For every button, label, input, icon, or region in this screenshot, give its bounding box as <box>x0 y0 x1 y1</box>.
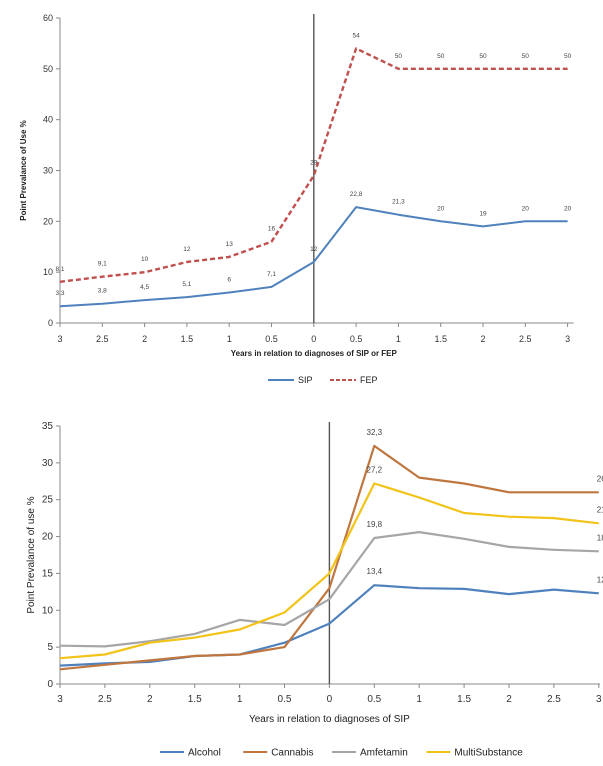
data-label-fep: 10 <box>141 256 149 263</box>
data-label-multisubstance: 27,2 <box>367 465 383 474</box>
y-tick-label: 25 <box>42 495 54 506</box>
y-tick-label: 10 <box>43 267 53 277</box>
y-tick-label: 50 <box>43 64 53 74</box>
legend: SIP FEP <box>268 375 378 385</box>
data-label-fep: 50 <box>395 53 403 60</box>
data-label-amfetamin: 19,8 <box>367 520 383 529</box>
y-tick-label: 30 <box>42 458 54 469</box>
data-label-sip: 12 <box>310 246 318 253</box>
y-tick-label: 15 <box>42 568 54 579</box>
data-label-sip: 5,1 <box>182 281 191 288</box>
legend: Alcohol Cannabis Amfetamin MultiSubstance <box>160 748 523 759</box>
y-tick-label: 30 <box>43 166 53 176</box>
x-tick-label: 2 <box>480 334 485 344</box>
data-label-fep: 29 <box>310 160 318 167</box>
x-tick-label: 2 <box>147 694 153 705</box>
data-label-cannabis: 26 <box>597 474 603 483</box>
data-label-fep: 50 <box>479 53 487 60</box>
x-tick-label: 1 <box>396 334 401 344</box>
data-label-sip: 3,3 <box>55 290 64 297</box>
x-axis-label: Years in relation to diagnoses of SIP or… <box>231 349 398 358</box>
data-label-sip: 3,8 <box>98 288 107 295</box>
data-label-sip: 7,1 <box>267 271 276 278</box>
x-tick-label: 1.5 <box>188 694 202 705</box>
x-tick-label: 3 <box>57 334 62 344</box>
data-label-fep: 50 <box>522 53 530 60</box>
y-tick-label: 0 <box>48 318 53 328</box>
y-tick-label: 60 <box>43 13 53 23</box>
data-label-multisubstance: 21, <box>597 505 603 514</box>
chart-bottom: 0 5 10 15 20 25 30 35 3 2.5 2 1.5 1 0.5 0 0.5 1 1.5 2 2.5 3 Y… <box>26 421 603 759</box>
y-axis-label: Point Prevalance of Use % <box>19 120 28 220</box>
x-tick-label: 0.5 <box>265 334 278 344</box>
x-tick-label: 3 <box>57 694 63 705</box>
data-label-fep: 13 <box>226 241 234 248</box>
y-tick-label: 5 <box>47 642 53 653</box>
x-tick-label: 1 <box>227 334 232 344</box>
y-axis-label: Point Prevalance of use % <box>26 496 37 613</box>
x-tick-label: 3 <box>565 334 570 344</box>
legend-label-multisubstance: MultiSubstance <box>454 748 523 759</box>
data-label-sip: 22,8 <box>350 191 363 198</box>
x-tick-label: 2.5 <box>96 334 109 344</box>
legend-label-amfetamin: Amfetamin <box>360 748 408 759</box>
data-label-sip: 20 <box>522 205 530 212</box>
x-tick-label: 3 <box>596 694 602 705</box>
data-label-sip: 20 <box>437 205 445 212</box>
x-tick-label: 1.5 <box>434 334 447 344</box>
x-tick-label: 1 <box>237 694 243 705</box>
data-label-sip: 20 <box>564 205 572 212</box>
legend-label-cannabis: Cannabis <box>271 748 313 759</box>
y-tick-label: 0 <box>47 679 53 690</box>
data-label-cannabis: 32,3 <box>367 428 383 437</box>
legend-label-sip: SIP <box>298 375 313 385</box>
x-tick-label: 1 <box>416 694 422 705</box>
data-label-sip: 19 <box>479 210 487 217</box>
x-tick-label: 0 <box>311 334 316 344</box>
x-tick-label: 0.5 <box>278 694 292 705</box>
y-tick-label: 20 <box>43 216 53 226</box>
y-tick-label: 20 <box>42 532 54 543</box>
data-label-fep: 54 <box>352 33 360 40</box>
y-tick-label: 10 <box>42 605 54 616</box>
x-axis-label: Years in relation to diagnoses of SIP <box>249 714 410 725</box>
data-label-sip: 6 <box>227 277 231 284</box>
x-tick-label: 2 <box>142 334 147 344</box>
x-tick-label: 0.5 <box>367 694 381 705</box>
y-tick-label: 35 <box>42 421 54 432</box>
x-tick-label: 0.5 <box>350 334 363 344</box>
x-tick-label: 2.5 <box>519 334 532 344</box>
data-label-fep: 12 <box>183 246 191 253</box>
data-label-fep: 50 <box>564 53 572 60</box>
x-tick-label: 2.5 <box>547 694 561 705</box>
x-tick-label: 1.5 <box>457 694 471 705</box>
x-tick-label: 2.5 <box>98 694 112 705</box>
legend-label-fep: FEP <box>360 375 378 385</box>
x-tick-label: 1.5 <box>181 334 194 344</box>
data-label-alcohol: 12, <box>597 575 603 584</box>
data-label-fep: 50 <box>437 53 445 60</box>
y-tick-label: 40 <box>43 115 53 125</box>
x-tick-label: 2 <box>506 694 512 705</box>
chart-top: 0 10 20 30 40 50 60 3 2.5 2 1.5 1 0.5 0 0.5 1 1.5 2 2.5 3 Ye… <box>19 13 574 385</box>
data-label-fep: 8,1 <box>55 266 64 273</box>
x-tick-label: 0 <box>327 694 333 705</box>
data-label-sip: 21,3 <box>392 199 405 206</box>
data-label-sip: 4,5 <box>140 284 149 291</box>
data-label-alcohol: 13,4 <box>367 567 383 576</box>
legend-label-alcohol: Alcohol <box>188 748 221 759</box>
data-label-amfetamin: 18 <box>597 533 603 542</box>
data-label-fep: 16 <box>268 226 276 233</box>
data-label-fep: 9,1 <box>98 261 107 268</box>
